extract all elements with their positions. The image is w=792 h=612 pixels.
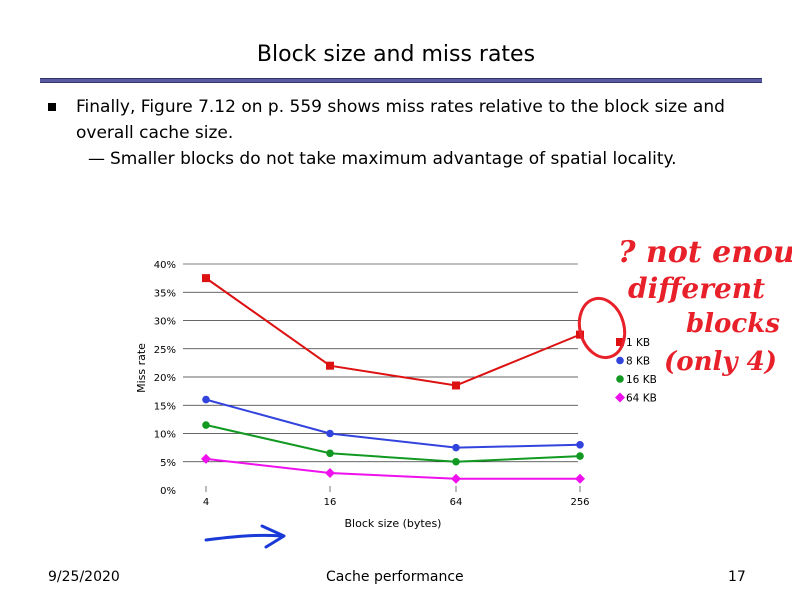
annotation-line-2: different — [628, 272, 765, 305]
handwritten-annotation: ? not enough different blocks (only 4) — [577, 235, 792, 377]
title-divider — [40, 78, 762, 83]
data-point — [452, 443, 460, 452]
hand-drawn-arrow-icon — [204, 524, 286, 549]
x-tick-label: 16 — [324, 497, 337, 508]
data-point — [576, 441, 584, 449]
y-axis-label: Miss rate — [135, 343, 148, 393]
x-tick-label: 256 — [570, 497, 589, 508]
annotation-line-4: (only 4) — [664, 347, 777, 377]
legend-marker — [616, 356, 624, 365]
data-point — [326, 429, 334, 438]
chart-legend: 1 KB 8 KB 16 KB 64 KB — [615, 337, 657, 405]
legend-label: 64 KB — [626, 393, 657, 405]
sub-bullet: — Smaller blocks do not take maximum adva… — [88, 146, 677, 172]
data-point — [325, 468, 335, 479]
data-point — [202, 274, 210, 283]
page-number: 17 — [728, 569, 746, 585]
data-point — [576, 452, 584, 460]
data-point — [452, 457, 460, 466]
y-tick-label: 15% — [154, 401, 176, 412]
sub-bullet-dash: — — [88, 149, 105, 169]
data-point — [202, 395, 210, 404]
legend-entry: 64 KB — [615, 392, 657, 405]
y-tick-label: 35% — [154, 288, 176, 299]
legend-marker — [616, 375, 624, 383]
y-tick-label: 25% — [154, 345, 176, 356]
legend-label: 8 KB — [626, 356, 650, 368]
chart-series — [201, 274, 585, 484]
x-tick-labels: 4 16 64 256 — [203, 486, 590, 508]
y-tick-label: 5% — [160, 458, 176, 469]
data-point — [202, 421, 210, 429]
annotation-line-1: ? not enough — [618, 235, 792, 270]
annotation-line-3: blocks — [686, 309, 780, 339]
y-tick-label: 40% — [154, 260, 176, 271]
series-line — [205, 277, 581, 387]
legend-label: 1 KB — [626, 337, 650, 349]
legend-entry: 16 KB — [616, 374, 657, 386]
legend-entry: 8 KB — [616, 356, 650, 368]
series-0 — [202, 274, 584, 390]
data-point — [451, 473, 461, 484]
annotation-circle — [577, 296, 627, 360]
bullet-text: Finally, Figure 7.12 on p. 559 shows mis… — [76, 97, 725, 143]
slide-title: Block size and miss rates — [256, 42, 536, 67]
legend-marker — [616, 338, 624, 346]
bullet-square-icon — [48, 103, 56, 111]
x-tick-label: 4 — [203, 497, 209, 508]
series-2 — [202, 421, 584, 466]
data-point — [452, 381, 460, 390]
data-point — [326, 361, 334, 370]
data-point — [201, 453, 211, 464]
legend-marker — [615, 392, 625, 403]
data-point — [575, 473, 585, 484]
footer-date: 9/25/2020 — [48, 569, 120, 585]
x-tick-label: 64 — [450, 497, 463, 508]
series-line — [205, 398, 581, 449]
y-tick-label: 20% — [154, 373, 176, 384]
footer-title: Cache performance — [326, 569, 464, 585]
x-axis-label: Block size (bytes) — [345, 517, 442, 530]
y-tick-label: 30% — [154, 317, 176, 328]
y-tick-labels: 0% 5% 10% 15% 20% 25% 30% 35% 40% — [154, 260, 176, 497]
series-1 — [202, 395, 584, 452]
sub-bullet-text: Smaller blocks do not take maximum advan… — [110, 149, 677, 169]
series-3 — [201, 453, 585, 484]
data-point — [326, 449, 334, 458]
series-line — [205, 424, 581, 463]
y-tick-label: 10% — [154, 430, 176, 441]
y-tick-label: 0% — [160, 486, 176, 497]
legend-entry: 1 KB — [616, 337, 650, 349]
chart-grid — [183, 263, 578, 463]
series-line — [205, 457, 580, 480]
legend-label: 16 KB — [626, 374, 657, 386]
